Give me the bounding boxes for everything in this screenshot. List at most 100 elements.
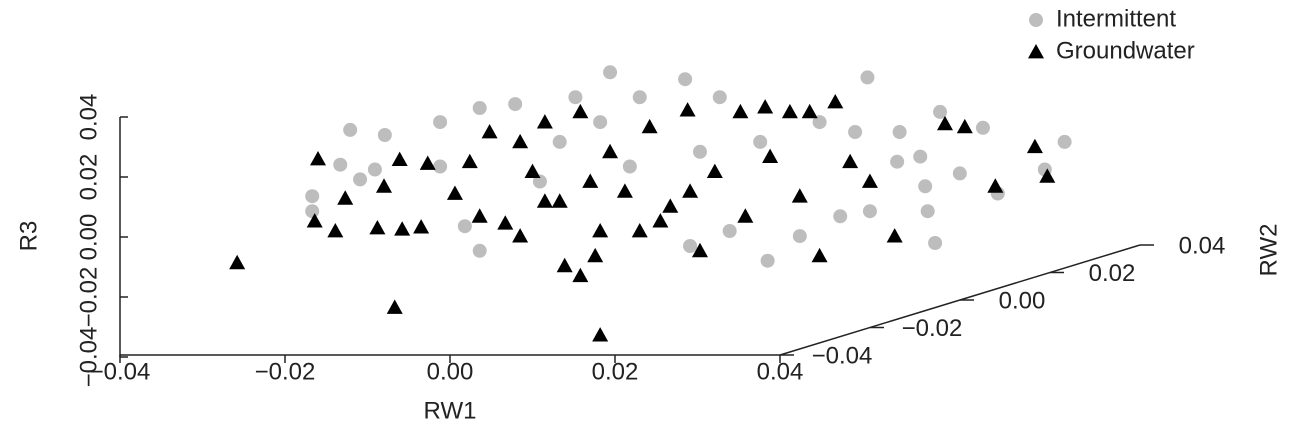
point	[753, 134, 768, 149]
point	[952, 166, 967, 181]
point	[928, 236, 943, 250]
point	[937, 115, 953, 131]
x-tick-label: 0.02	[592, 358, 639, 385]
z-tick-label: 0.00	[75, 214, 102, 261]
point	[781, 103, 798, 119]
y-tick-label: 0.02	[1089, 260, 1136, 287]
point	[568, 90, 583, 105]
point	[433, 159, 448, 174]
point	[394, 221, 411, 236]
point	[419, 155, 436, 170]
point	[622, 159, 637, 174]
point	[391, 151, 408, 166]
point	[512, 228, 529, 243]
point	[536, 193, 553, 208]
point	[860, 70, 875, 85]
point	[848, 125, 863, 139]
x-tick-label: 0.04	[757, 358, 804, 385]
point	[682, 183, 699, 198]
point	[310, 151, 326, 166]
y-tick-label: −0.04	[812, 342, 873, 369]
point	[827, 94, 844, 109]
point	[472, 101, 487, 115]
point	[327, 223, 344, 238]
y-tick-label: 0.00	[999, 287, 1046, 314]
point	[801, 103, 818, 119]
point	[762, 148, 779, 163]
point	[471, 208, 488, 223]
x-axis-title: RW1	[424, 397, 477, 424]
point	[592, 223, 609, 238]
point	[603, 65, 618, 80]
point	[333, 157, 348, 172]
y-axis-title: RW2	[1255, 224, 1282, 277]
point	[497, 215, 514, 230]
point	[229, 254, 246, 270]
point	[722, 224, 737, 238]
legend-label: Groundwater	[1056, 37, 1195, 64]
point	[1057, 134, 1072, 149]
point	[987, 178, 1004, 193]
point	[732, 103, 749, 119]
point	[811, 247, 828, 263]
point	[886, 228, 903, 243]
point	[593, 115, 608, 130]
legend-label: Intermittent	[1056, 5, 1176, 32]
point	[892, 125, 907, 139]
point	[706, 163, 723, 178]
point	[920, 204, 935, 219]
x-tick-label: −0.02	[255, 358, 316, 385]
point	[632, 90, 647, 105]
point	[692, 144, 707, 159]
point	[652, 213, 669, 228]
point	[377, 128, 392, 142]
point	[306, 213, 323, 228]
point	[679, 102, 696, 117]
point	[536, 114, 553, 129]
point	[413, 219, 430, 234]
point	[369, 220, 386, 235]
point	[461, 153, 478, 169]
point	[472, 243, 487, 258]
point	[592, 327, 609, 342]
legend-marker	[1028, 44, 1044, 59]
y-tick-label: −0.02	[902, 315, 963, 342]
point	[1026, 138, 1043, 154]
point	[305, 204, 320, 219]
point	[551, 193, 568, 208]
point	[353, 172, 368, 187]
point	[367, 162, 382, 177]
point	[481, 124, 498, 139]
point	[587, 247, 604, 263]
point	[737, 208, 754, 223]
point	[337, 190, 354, 205]
point	[386, 299, 403, 314]
z-tick-label: −0.02	[75, 267, 102, 328]
x-tick-label: −0.04	[90, 358, 151, 385]
point	[933, 104, 948, 119]
point	[343, 122, 358, 137]
point	[376, 178, 392, 193]
point	[572, 103, 589, 119]
point	[842, 153, 859, 169]
point	[662, 198, 679, 213]
point	[975, 120, 990, 135]
z-axis-title: R3	[15, 221, 42, 252]
point	[446, 185, 463, 200]
point	[757, 99, 774, 114]
z-tick-label: 0.02	[75, 154, 102, 201]
point	[524, 163, 541, 178]
x-tick-label: 0.00	[427, 358, 474, 385]
point	[457, 219, 472, 234]
point	[861, 173, 878, 188]
point	[712, 90, 727, 105]
point	[602, 143, 619, 159]
point	[683, 239, 698, 253]
legend-marker	[1029, 13, 1043, 27]
point	[691, 242, 708, 258]
point	[678, 72, 693, 87]
point	[556, 257, 573, 273]
point	[791, 188, 808, 203]
point	[956, 118, 973, 134]
